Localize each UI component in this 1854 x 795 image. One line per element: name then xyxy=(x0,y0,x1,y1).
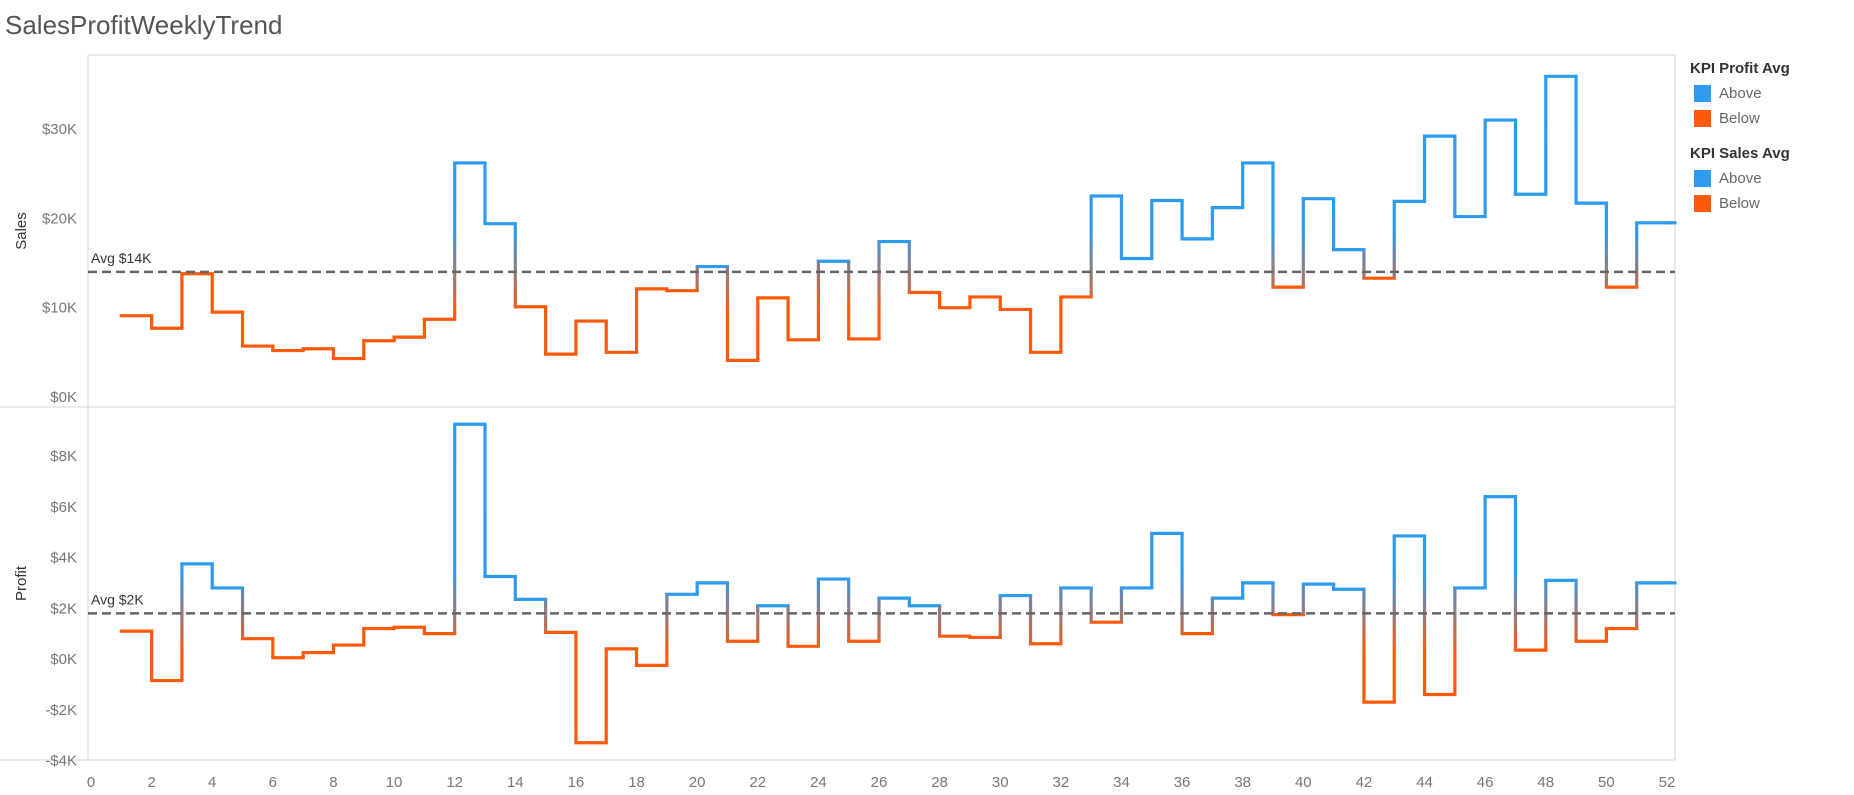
x-tick-label: 34 xyxy=(1113,774,1130,791)
legend-label-above: Above xyxy=(1719,170,1762,187)
x-tick-label: 4 xyxy=(208,774,216,791)
x-tick-label: 8 xyxy=(329,774,337,791)
legend-item-sales-above[interactable]: Above xyxy=(1690,166,1790,191)
legend-item-profit-below[interactable]: Below xyxy=(1690,106,1790,131)
y-tick-label: $10K xyxy=(42,300,77,317)
x-tick-label: 0 xyxy=(87,774,95,791)
legend-title-profit: KPI Profit Avg xyxy=(1690,60,1790,77)
legend-swatch-below xyxy=(1694,195,1711,212)
legend-label-above: Above xyxy=(1719,85,1762,102)
x-tick-label: 18 xyxy=(628,774,645,791)
legend-title-sales: KPI Sales Avg xyxy=(1690,145,1790,162)
y-tick-label: $2K xyxy=(50,600,77,617)
legend-item-sales-below[interactable]: Below xyxy=(1690,191,1790,216)
x-tick-label: 24 xyxy=(810,774,827,791)
y-tick-label: -$4K xyxy=(45,753,77,770)
y-tick-label: -$2K xyxy=(45,702,77,719)
legend-swatch-below xyxy=(1694,110,1711,127)
x-tick-label: 6 xyxy=(269,774,277,791)
x-tick-label: 46 xyxy=(1477,774,1494,791)
x-tick-label: 42 xyxy=(1356,774,1373,791)
x-tick-label: 48 xyxy=(1537,774,1554,791)
legend-label-below: Below xyxy=(1719,195,1760,212)
x-tick-label: 10 xyxy=(386,774,403,791)
y-tick-label: $20K xyxy=(42,210,77,227)
y-tick-label: $8K xyxy=(50,448,77,465)
avg-reference-label: Avg $14K xyxy=(91,250,152,266)
x-axis: 0 2 4 6 8 10 12 14 16 18 20 22 24 26 28 30 32 34 36 38 40 42 4… xyxy=(87,774,1676,791)
legend-swatch-above xyxy=(1694,170,1711,187)
x-tick-label: 26 xyxy=(871,774,888,791)
x-tick-label: 50 xyxy=(1598,774,1615,791)
avg-reference-label: Avg $2K xyxy=(91,591,144,607)
legend-group-sales: KPI Sales Avg Above Below xyxy=(1690,145,1790,216)
legend-group-profit: KPI Profit Avg Above Below xyxy=(1690,60,1790,131)
x-tick-label: 44 xyxy=(1416,774,1433,791)
x-tick-label: 20 xyxy=(689,774,706,791)
x-tick-label: 12 xyxy=(446,774,463,791)
x-tick-label: 36 xyxy=(1174,774,1191,791)
x-tick-label: 32 xyxy=(1053,774,1070,791)
x-tick-label: 30 xyxy=(992,774,1009,791)
sales-panel: $0K $10K $20K $30K Sales Avg $14K xyxy=(13,74,1677,406)
y-tick-label: $4K xyxy=(50,550,77,567)
x-tick-label: 16 xyxy=(568,774,585,791)
legend-label-below: Below xyxy=(1719,110,1760,127)
legend-item-profit-above[interactable]: Above xyxy=(1690,81,1790,106)
y-axis-title: Sales xyxy=(13,212,30,250)
legend-swatch-above xyxy=(1694,85,1711,102)
y-tick-label: $0K xyxy=(50,389,77,406)
dashboard-title: SalesProfitWeeklyTrend xyxy=(5,10,283,40)
x-tick-label: 28 xyxy=(931,774,948,791)
x-tick-label: 52 xyxy=(1659,774,1676,791)
x-tick-label: 2 xyxy=(147,774,155,791)
x-tick-label: 22 xyxy=(749,774,766,791)
y-axis-title: Profit xyxy=(13,565,30,601)
y-tick-label: $30K xyxy=(42,121,77,138)
x-tick-label: 14 xyxy=(507,774,524,791)
x-tick-label: 40 xyxy=(1295,774,1312,791)
y-tick-label: $6K xyxy=(50,499,77,516)
profit-panel: -$4K -$2K $0K $2K $4K $6K $8K Profit Avg $2K xyxy=(13,422,1677,770)
legend: KPI Profit Avg Above Below KPI Sales Avg… xyxy=(1690,60,1790,230)
x-tick-label: 38 xyxy=(1234,774,1251,791)
y-tick-label: $0K xyxy=(50,651,77,668)
